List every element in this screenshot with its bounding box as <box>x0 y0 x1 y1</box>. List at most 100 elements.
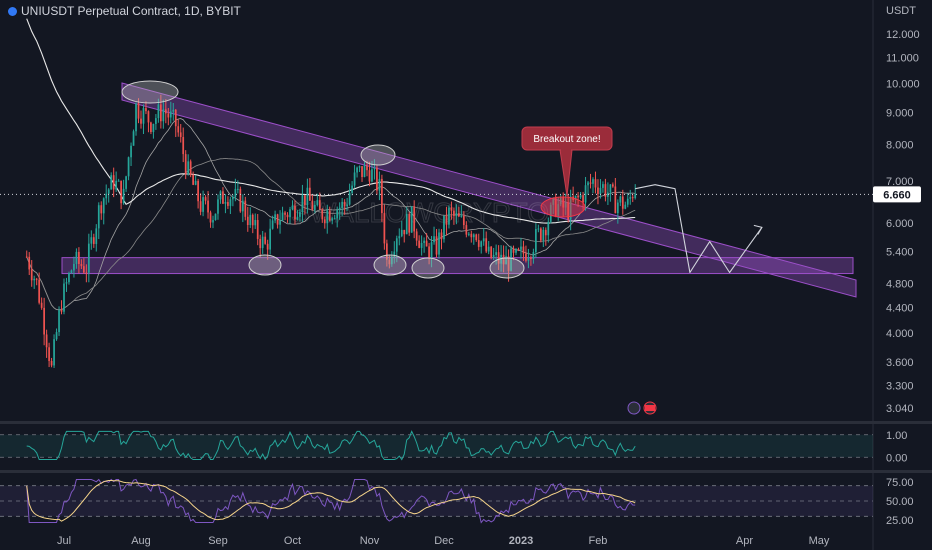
candle-body <box>261 236 264 249</box>
price-tick-label: 7.000 <box>886 176 914 188</box>
candle-body <box>234 188 237 198</box>
candle-body <box>423 240 425 243</box>
candle-body <box>487 246 490 252</box>
support-box <box>61 257 854 275</box>
candle-body <box>137 103 140 119</box>
candle-body <box>552 198 555 205</box>
candle-body <box>214 213 217 221</box>
candle-body <box>428 246 430 259</box>
candle-body <box>120 180 122 204</box>
time-tick-label: 2023 <box>509 535 533 547</box>
candle-body <box>574 195 577 201</box>
candle-body <box>25 256 28 258</box>
price-tick-label: 12.000 <box>886 29 920 41</box>
candle-body <box>38 279 41 303</box>
watermark-text: SWALLOWCRYPTO <box>291 197 549 228</box>
candle-body <box>512 248 515 253</box>
candle-body <box>145 108 147 112</box>
candle-body <box>251 214 254 226</box>
candle-body <box>475 234 478 241</box>
candle-body <box>532 252 535 259</box>
candle-body <box>209 212 212 223</box>
support-zone <box>61 257 854 275</box>
candle-body <box>115 180 118 190</box>
candle-body <box>378 178 381 191</box>
candle-body <box>331 218 334 221</box>
price-axis[interactable]: USDT 12.000 11.000 10.000 9.000 8.000 7.000 6.0… <box>886 5 920 415</box>
candle-body <box>520 246 522 250</box>
candle-body <box>567 202 570 220</box>
candle-body <box>207 200 209 213</box>
candle-body <box>197 180 199 202</box>
candle-body <box>492 254 495 258</box>
oscillator-2-pane: 75.00 50.00 25.00 <box>0 477 914 527</box>
candle-body <box>569 196 572 220</box>
touch-ellipse <box>121 80 179 104</box>
candle-body <box>614 186 617 214</box>
time-tick-label: Feb <box>588 535 607 547</box>
candle-body <box>559 196 562 205</box>
candle-body <box>313 204 316 210</box>
osc2-tick-label: 50.00 <box>886 496 914 508</box>
candle-body <box>299 212 301 217</box>
candle-body <box>607 192 609 197</box>
candle-body <box>65 282 68 284</box>
candle-body <box>107 189 110 194</box>
candle-body <box>232 197 234 200</box>
candle-body <box>194 180 197 185</box>
symbol-title[interactable]: UNIUSDT Perpetual Contract, 1D, BYBIT <box>8 4 241 18</box>
candle-body <box>296 216 299 220</box>
candle-body <box>78 251 80 264</box>
candle-body <box>227 202 229 206</box>
candle-body <box>584 185 587 203</box>
pane-separator <box>0 470 932 473</box>
candle-body <box>616 202 619 214</box>
candle-body <box>204 197 207 201</box>
candle-body <box>549 204 552 222</box>
candle-body <box>343 201 346 207</box>
candle-body <box>458 213 460 217</box>
candle-body <box>542 229 545 241</box>
candle-body <box>390 256 393 265</box>
candle-body <box>286 214 289 218</box>
candle-body <box>281 212 284 221</box>
candle-body <box>219 191 222 200</box>
candle-body <box>167 113 170 118</box>
candle-body <box>241 200 244 212</box>
breakout-callout: Breakout zone! <box>521 126 613 197</box>
candle-body <box>174 109 177 127</box>
candle-body <box>438 232 440 255</box>
candle-body <box>425 240 428 247</box>
candle-body <box>212 220 214 223</box>
candle-body <box>306 187 309 206</box>
price-tick-label: 4.400 <box>886 302 914 314</box>
candle-body <box>450 207 453 211</box>
osc1-tick-label: 1.00 <box>886 430 907 442</box>
candle-body <box>435 236 438 255</box>
oscillator-1-pane: 1.00 0.00 <box>0 430 907 464</box>
candle-body <box>309 187 311 201</box>
candle-body <box>187 161 190 174</box>
price-tick-label: 3.300 <box>886 381 914 393</box>
time-axis[interactable]: Jul Aug Sep Oct Nov Dec 2023 Feb Apr May <box>57 535 830 547</box>
candle-body <box>589 182 592 184</box>
candle-body <box>587 182 589 186</box>
candle-body <box>400 229 403 237</box>
last-price-line: 6.660 <box>0 186 921 203</box>
candle-body <box>112 175 115 190</box>
candle-body <box>82 266 85 273</box>
candle-body <box>256 220 259 239</box>
price-tick-label: 6.000 <box>886 218 914 230</box>
time-tick-label: Oct <box>284 535 301 547</box>
candle-body <box>328 210 331 221</box>
candle-body <box>383 213 386 244</box>
candle-body <box>60 310 63 312</box>
candle-body <box>455 213 458 216</box>
candle-body <box>318 200 321 210</box>
candle-body <box>621 196 624 209</box>
osc1-line <box>26 430 636 461</box>
projection-arrowhead <box>753 224 763 235</box>
candle-body <box>495 252 498 255</box>
candle-body <box>150 122 152 133</box>
